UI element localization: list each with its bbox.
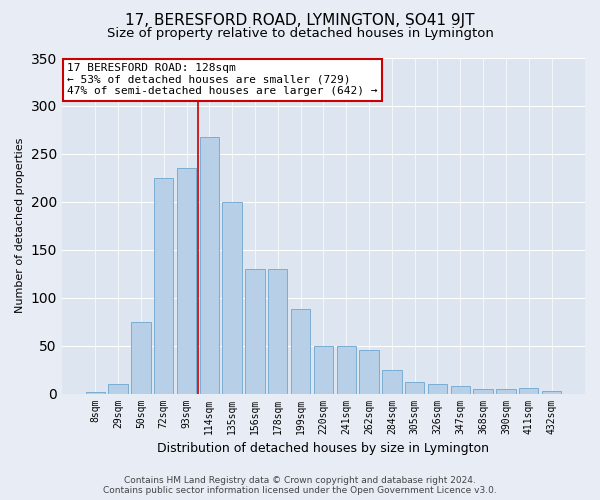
Bar bbox=[405, 382, 424, 394]
Bar bbox=[268, 269, 287, 394]
Bar bbox=[428, 384, 447, 394]
Text: Contains HM Land Registry data © Crown copyright and database right 2024.
Contai: Contains HM Land Registry data © Crown c… bbox=[103, 476, 497, 495]
Bar bbox=[245, 269, 265, 394]
Text: 17, BERESFORD ROAD, LYMINGTON, SO41 9JT: 17, BERESFORD ROAD, LYMINGTON, SO41 9JT bbox=[125, 12, 475, 28]
Bar bbox=[542, 390, 561, 394]
Bar bbox=[451, 386, 470, 394]
Bar bbox=[314, 346, 333, 394]
Y-axis label: Number of detached properties: Number of detached properties bbox=[15, 138, 25, 314]
Bar bbox=[177, 168, 196, 394]
Text: Size of property relative to detached houses in Lymington: Size of property relative to detached ho… bbox=[107, 28, 493, 40]
Bar bbox=[291, 309, 310, 394]
Bar bbox=[382, 370, 401, 394]
X-axis label: Distribution of detached houses by size in Lymington: Distribution of detached houses by size … bbox=[157, 442, 490, 455]
Bar bbox=[473, 389, 493, 394]
Bar bbox=[519, 388, 538, 394]
Bar bbox=[154, 178, 173, 394]
Bar bbox=[496, 389, 515, 394]
Bar bbox=[200, 136, 219, 394]
Bar bbox=[223, 202, 242, 394]
Text: 17 BERESFORD ROAD: 128sqm
← 53% of detached houses are smaller (729)
47% of semi: 17 BERESFORD ROAD: 128sqm ← 53% of detac… bbox=[67, 63, 377, 96]
Bar bbox=[337, 346, 356, 394]
Bar bbox=[131, 322, 151, 394]
Bar bbox=[359, 350, 379, 394]
Bar bbox=[109, 384, 128, 394]
Bar bbox=[86, 392, 105, 394]
